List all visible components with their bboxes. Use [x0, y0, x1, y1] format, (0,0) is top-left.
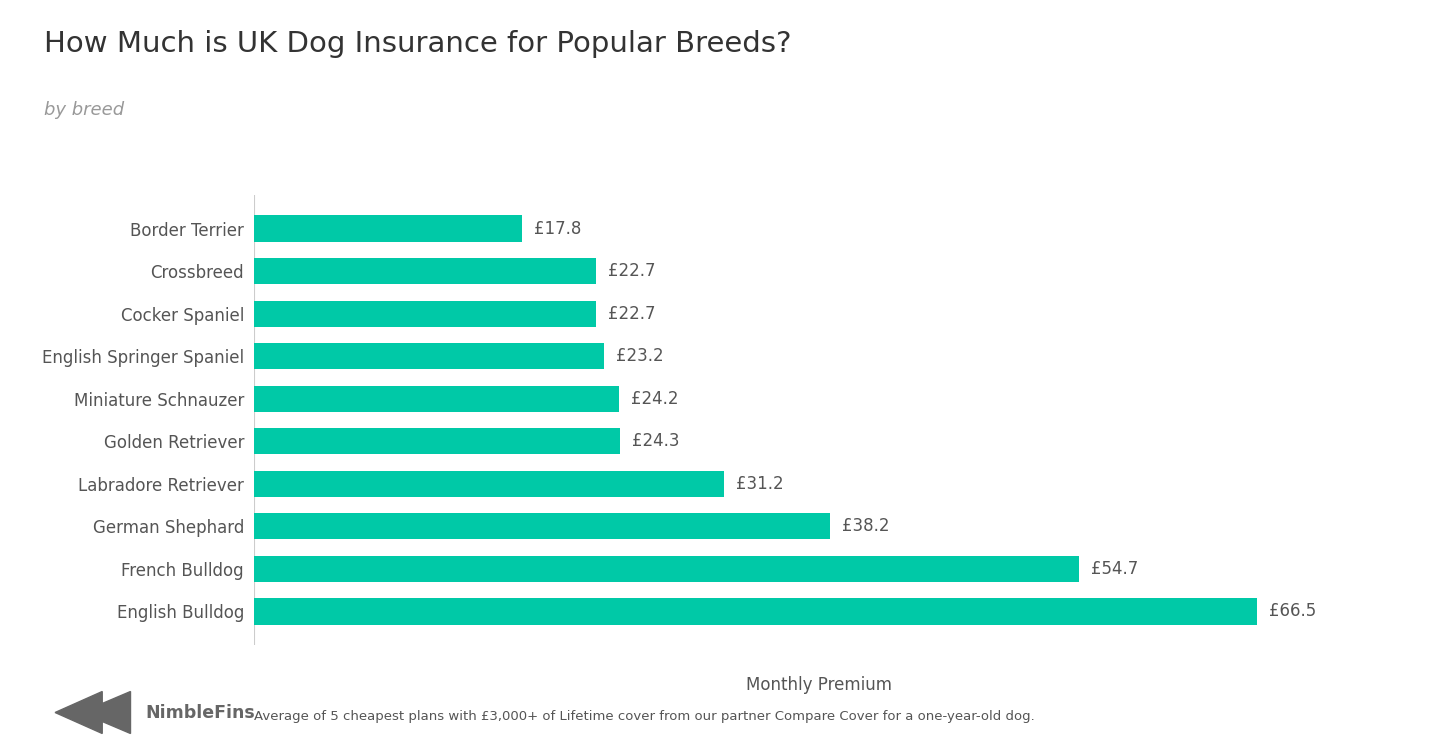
Text: Monthly Premium: Monthly Premium [747, 676, 892, 694]
Bar [254, 386, 619, 412]
Text: £24.3: £24.3 [632, 432, 680, 450]
Text: £22.7: £22.7 [608, 262, 655, 280]
Text: £66.5: £66.5 [1269, 602, 1317, 620]
Text: £54.7: £54.7 [1090, 560, 1138, 578]
Text: How Much is UK Dog Insurance for Popular Breeds?: How Much is UK Dog Insurance for Popular… [44, 30, 792, 58]
Bar [254, 598, 1257, 625]
Polygon shape [55, 692, 130, 734]
Bar [254, 556, 1079, 582]
Text: £24.2: £24.2 [631, 390, 679, 408]
Text: £38.2: £38.2 [842, 518, 889, 536]
Bar [254, 215, 522, 242]
Bar [254, 301, 596, 327]
Text: £17.8: £17.8 [534, 220, 581, 238]
Text: £23.2: £23.2 [616, 347, 663, 365]
Text: by breed: by breed [44, 101, 123, 119]
Text: Average of 5 cheapest plans with £3,000+ of Lifetime cover from our partner Comp: Average of 5 cheapest plans with £3,000+… [254, 710, 1034, 723]
Text: £22.7: £22.7 [608, 304, 655, 322]
Bar [254, 258, 596, 284]
Bar [254, 470, 724, 497]
Bar [254, 343, 603, 370]
Bar [254, 428, 621, 454]
Bar [254, 513, 829, 539]
Text: £31.2: £31.2 [737, 475, 784, 493]
Text: NimbleFins: NimbleFins [145, 704, 255, 722]
